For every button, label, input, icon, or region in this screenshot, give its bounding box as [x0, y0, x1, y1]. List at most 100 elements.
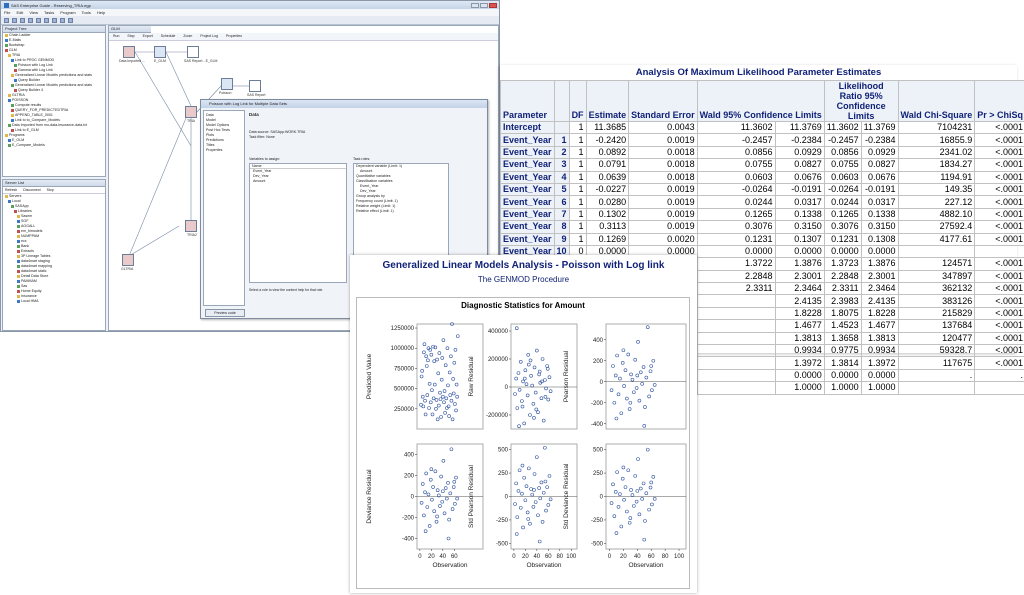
server-tree-item[interactable]: PAMMAM: [3, 279, 105, 284]
server-tree-item[interactable]: Libraries: [3, 209, 105, 214]
variable-item[interactable]: Dev_Year: [253, 174, 269, 178]
menu-view[interactable]: View: [29, 10, 38, 15]
server-tree-item[interactable]: Insurance: [3, 294, 105, 299]
server-tree-item[interactable]: AGGALL: [3, 224, 105, 229]
open-icon[interactable]: [12, 17, 17, 23]
project-tree-item[interactable]: Query Builder: [3, 78, 105, 83]
project-tree-item[interactable]: Data Imported from mo-data-insurance-dat…: [3, 123, 105, 128]
flow-node-gltria[interactable]: [122, 254, 134, 266]
task-role-item[interactable]: Dev_Year: [360, 189, 376, 193]
task-role-item[interactable]: Event_Year: [360, 184, 379, 188]
task-role-item[interactable]: Group analysis by: [356, 194, 385, 198]
project-tree-item[interactable]: POISSON: [3, 98, 105, 103]
menu-edit[interactable]: Edit: [16, 10, 24, 15]
dialog-sidebar-item[interactable]: Titles: [206, 143, 215, 147]
project-tree-item[interactable]: Link to PROC GENMOD: [3, 58, 105, 63]
server-disconnect-tab[interactable]: Disconnect: [23, 188, 41, 192]
dialog-sidebar-item[interactable]: Model: [206, 118, 216, 122]
project-tree-item[interactable]: Programs: [3, 133, 105, 138]
glm-icon[interactable]: [68, 17, 73, 23]
undo-icon[interactable]: [52, 17, 57, 23]
server-tree-item[interactable]: 3P Lineage Tables: [3, 254, 105, 259]
task-role-item[interactable]: Classification variables: [356, 179, 393, 183]
server-tree-item[interactable]: Servers: [3, 194, 105, 199]
project-tree-item[interactable]: E-Mails: [3, 38, 105, 43]
flow-node-poisson[interactable]: [221, 78, 233, 90]
project-tree-item[interactable]: E_GLM: [3, 138, 105, 143]
task-role-item[interactable]: Dependent variable (Limit: 1): [356, 164, 403, 168]
flow-run-button[interactable]: Run: [113, 34, 120, 38]
project-tree-item[interactable]: GLTRIA: [3, 93, 105, 98]
project-tree-item[interactable]: E_Compare_Models: [3, 143, 105, 148]
server-stop-tab[interactable]: Stop: [46, 188, 54, 192]
close-icon[interactable]: [489, 2, 497, 8]
dialog-sidebar-item[interactable]: Post Hoc Tests: [206, 128, 230, 132]
menu-file[interactable]: File: [4, 10, 11, 15]
dialog-sidebar-item[interactable]: Properties: [206, 148, 223, 152]
project-tree-item[interactable]: Generalized Linear Models predictions an…: [3, 83, 105, 88]
project-tree-item[interactable]: Gamma with Log Link: [3, 68, 105, 73]
server-tree-item[interactable]: Sasem: [3, 214, 105, 219]
flow-node-tria[interactable]: [185, 106, 197, 118]
task-role-item[interactable]: Quantitative variables: [356, 174, 391, 178]
server-tree-item[interactable]: SASApp: [3, 204, 105, 209]
flow-properties-button[interactable]: Properties: [226, 34, 242, 38]
flow-zoom-button[interactable]: Zoom: [183, 34, 193, 38]
server-tree-item[interactable]: data4mart mapping: [3, 264, 105, 269]
server-tree-item[interactable]: SGF: [3, 219, 105, 224]
variables-list[interactable]: Name Event_Year Dev_Year Amount: [249, 163, 347, 283]
maximize-icon[interactable]: [480, 2, 488, 8]
menu-tasks[interactable]: Tasks: [43, 10, 55, 15]
task-role-item[interactable]: Relative weight (Limit: 1): [356, 204, 396, 208]
server-refresh-tab[interactable]: Refresh: [5, 188, 18, 192]
variable-item[interactable]: Event_Year: [253, 169, 272, 173]
flow-node-sas-report-2[interactable]: [249, 80, 261, 92]
project-tree-item[interactable]: Compute results: [3, 103, 105, 108]
server-tree-item[interactable]: Local HMA: [3, 299, 105, 304]
minimize-icon[interactable]: [471, 2, 479, 8]
flow-node-data-imported[interactable]: [123, 46, 135, 58]
server-tree-item[interactable]: Bank: [3, 244, 105, 249]
menu-help[interactable]: Help: [96, 10, 106, 15]
flow-schedule-button[interactable]: Schedule: [160, 34, 176, 38]
project-tree-item[interactable]: Generalized Linear Models predictions an…: [3, 73, 105, 78]
flow-export-button[interactable]: Export: [142, 34, 153, 38]
project-tree-item[interactable]: QUERY_FOR_PREDICTEDTRIA: [3, 108, 105, 113]
server-tree-item[interactable]: Local: [3, 199, 105, 204]
flow-node-e-glm[interactable]: [154, 46, 166, 58]
flow-node-tria2[interactable]: [185, 220, 197, 232]
dialog-sidebar-item[interactable]: Predictions: [206, 138, 224, 142]
project-tree-item[interactable]: Bootstrap: [3, 43, 105, 48]
run-icon[interactable]: [60, 17, 65, 23]
task-role-item[interactable]: Relative effect (Limit: 1): [356, 209, 394, 213]
project-tree-item[interactable]: Query Builder 4: [3, 88, 105, 93]
server-tree-item[interactable]: data4mart staging: [3, 259, 105, 264]
server-tree-item[interactable]: NUMPPAM: [3, 234, 105, 239]
flow-tab-glm[interactable]: GLM: [109, 26, 151, 33]
server-tree-item[interactable]: Home Equity: [3, 289, 105, 294]
server-tree-item[interactable]: Sas: [3, 284, 105, 289]
copy-icon[interactable]: [36, 17, 41, 23]
project-tree-item[interactable]: Chain Ladder: [3, 33, 105, 38]
server-tree-item[interactable]: data4mart static: [3, 269, 105, 274]
dialog-sidebar-item[interactable]: Data: [206, 113, 214, 117]
task-role-item[interactable]: Amount: [360, 169, 373, 173]
cut-icon[interactable]: [28, 17, 33, 23]
flow-project-log-button[interactable]: Project Log: [200, 34, 219, 38]
dialog-sidebar-item[interactable]: Model Options: [206, 123, 230, 127]
server-tree-item[interactable]: ecx: [3, 239, 105, 244]
server-tree-item[interactable]: Extracts: [3, 249, 105, 254]
paste-icon[interactable]: [44, 17, 49, 23]
dialog-sidebar-item[interactable]: Plots: [206, 133, 214, 137]
project-tree-item[interactable]: Link to to_Compare_Models: [3, 118, 105, 123]
server-tree-item[interactable]: Detail Data Store: [3, 274, 105, 279]
project-tree-item[interactable]: Poisson with Log Link: [3, 63, 105, 68]
flow-stop-button[interactable]: Stop: [127, 34, 135, 38]
menu-tools[interactable]: Tools: [81, 10, 91, 15]
project-tree-item[interactable]: GLM: [3, 48, 105, 53]
menu-program[interactable]: Program: [60, 10, 76, 15]
new-icon[interactable]: [4, 17, 9, 23]
project-tree-item[interactable]: Link to E_GLM: [3, 128, 105, 133]
project-tree-item[interactable]: APPEND_TABLE_0001: [3, 113, 105, 118]
task-role-item[interactable]: Frequency count (Limit: 1): [356, 199, 398, 203]
